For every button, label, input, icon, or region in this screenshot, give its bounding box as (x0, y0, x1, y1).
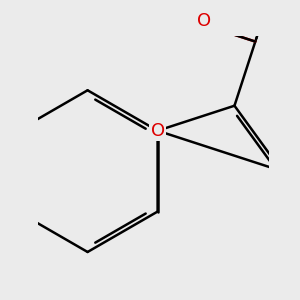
Text: O: O (197, 12, 211, 30)
Text: O: O (151, 122, 165, 140)
